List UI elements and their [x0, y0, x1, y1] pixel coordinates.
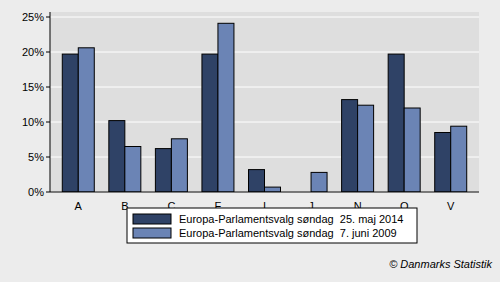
- bar: [202, 54, 218, 192]
- grid-line: [50, 87, 479, 88]
- background: [0, 0, 500, 282]
- tick-label: 10%: [22, 116, 44, 128]
- legend-swatch: [133, 228, 171, 238]
- bar: [342, 100, 358, 192]
- tick-label: 25%: [22, 11, 44, 23]
- bar: [265, 187, 281, 192]
- legend: Europa-Parlamentsvalg søndag 25. maj 201…: [127, 208, 417, 243]
- tick: [46, 192, 50, 193]
- grid-line: [50, 17, 479, 18]
- tick: [46, 52, 50, 53]
- tick: [46, 157, 50, 158]
- tick-label: 5%: [28, 151, 44, 163]
- category-label: V: [447, 200, 455, 212]
- legend-label: Europa-Parlamentsvalg søndag 25. maj 201…: [179, 213, 403, 225]
- legend-label: Europa-Parlamentsvalg søndag 7. juni 200…: [179, 227, 397, 239]
- tick: [46, 17, 50, 18]
- tick-label: 0%: [28, 186, 44, 198]
- bar: [388, 54, 404, 192]
- bar: [404, 108, 420, 192]
- chart: 8. Valby0%5%10%15%20%25%ABCFIJNOVEuropa-…: [0, 0, 500, 282]
- category-label: A: [75, 200, 83, 212]
- tick-label: 15%: [22, 81, 44, 93]
- annotation: © Danmarks Statistik: [389, 258, 492, 270]
- bar: [125, 147, 141, 193]
- plot-area: [50, 12, 479, 192]
- bar: [358, 105, 374, 192]
- x-axis: [50, 192, 479, 193]
- bar: [249, 170, 265, 192]
- bar: [155, 149, 171, 192]
- tick-label: 20%: [22, 46, 44, 58]
- bar: [435, 133, 451, 193]
- bar: [171, 139, 187, 192]
- grid-line: [50, 192, 479, 193]
- y-axis: [50, 12, 51, 192]
- tick: [46, 122, 50, 123]
- grid-line: [50, 52, 479, 53]
- bar: [451, 126, 467, 192]
- bars: [62, 23, 466, 192]
- tick: [46, 87, 50, 88]
- bar: [109, 121, 125, 192]
- bar: [218, 23, 234, 192]
- bar: [78, 48, 94, 192]
- legend-swatch: [133, 214, 171, 224]
- bar: [62, 54, 78, 192]
- bar: [311, 172, 327, 192]
- legend-box: [127, 208, 417, 243]
